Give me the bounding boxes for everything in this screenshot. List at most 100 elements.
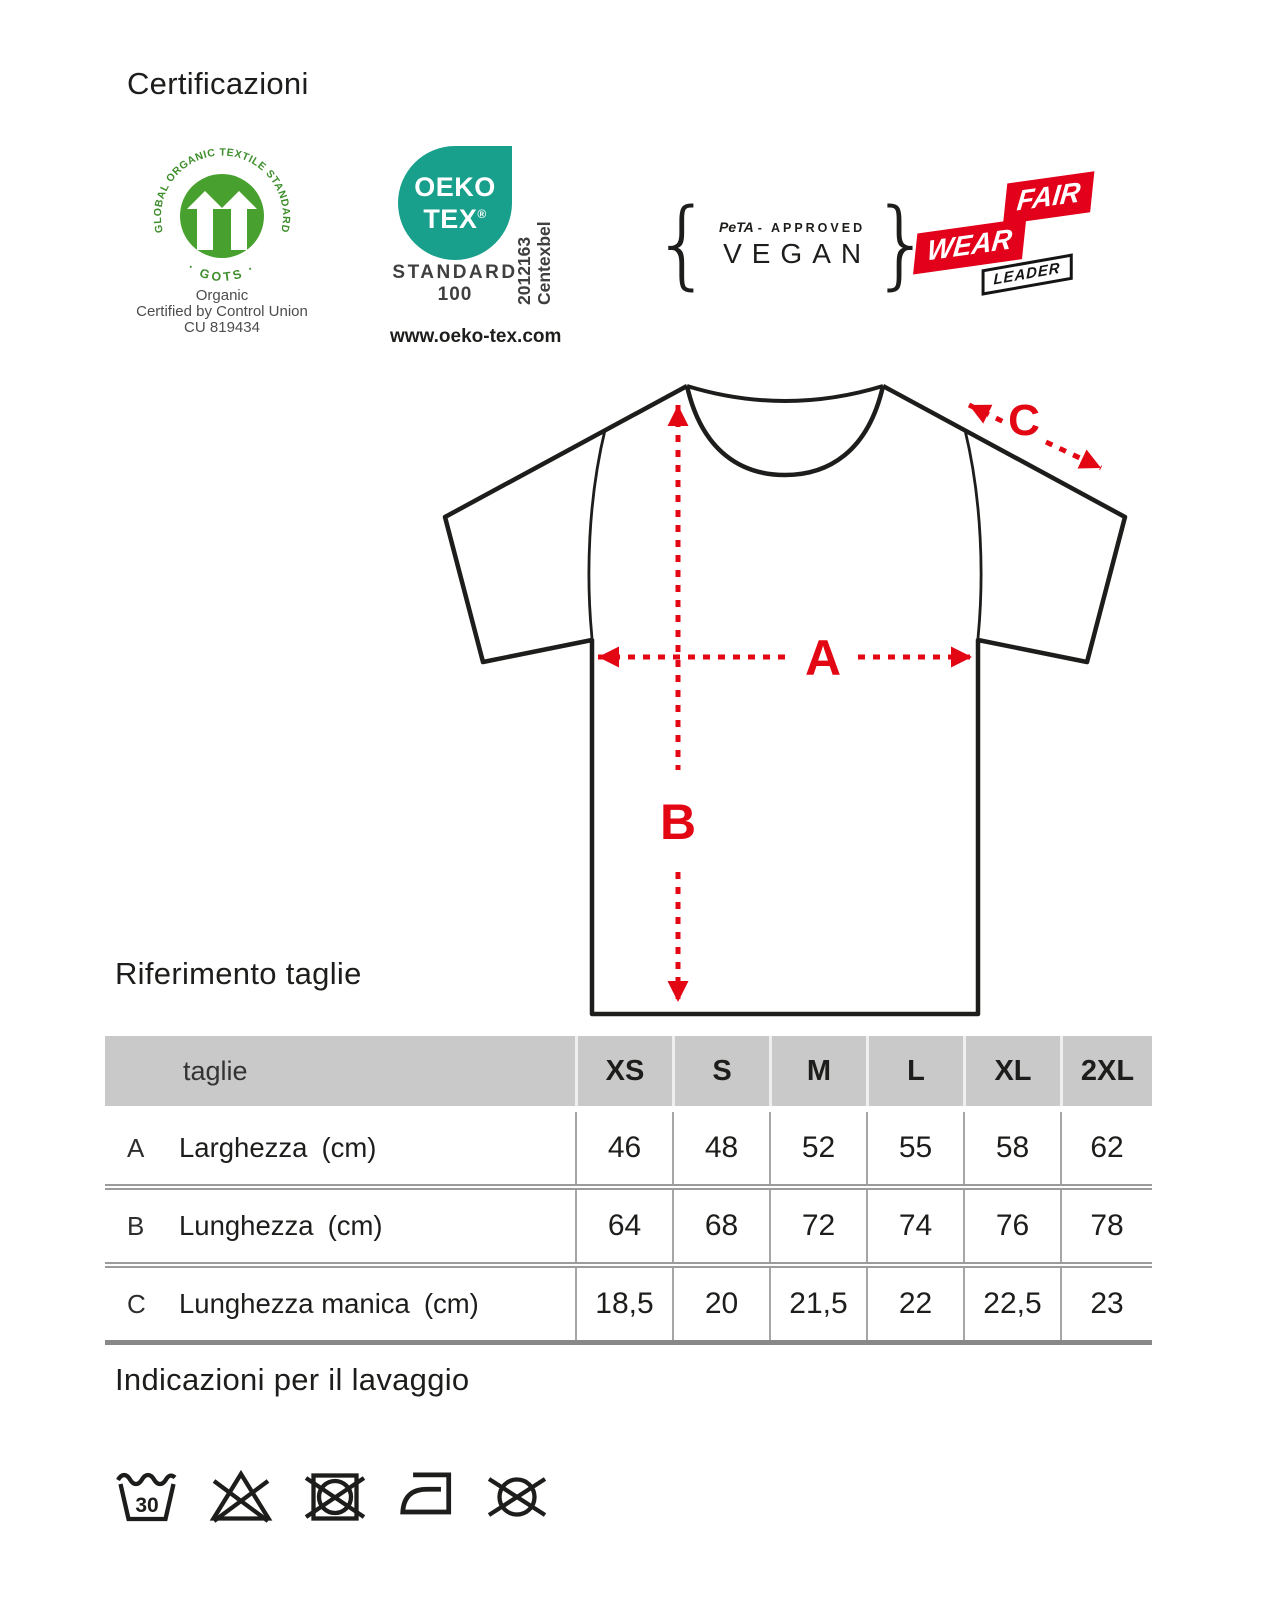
- gots-shirt-right-arrow: [221, 191, 257, 250]
- peta-approved: - APPROVED: [757, 220, 866, 235]
- do-not-dry-clean-icon: [487, 1477, 547, 1517]
- cell-value: 23: [1060, 1268, 1152, 1340]
- measurement-labels: A B C: [660, 396, 1040, 850]
- do-not-tumble-dry-icon: [304, 1473, 366, 1521]
- label-c: C: [1008, 396, 1040, 445]
- label-b: B: [660, 794, 696, 850]
- cell-value: 72: [769, 1190, 866, 1262]
- cell-value: 52: [769, 1112, 866, 1184]
- gots-logo-icon: GLOBAL ORGANIC TEXTILE STANDARD · GOTS ·: [152, 146, 292, 284]
- tshirt-body: [442, 384, 1128, 1017]
- oekotex-logo-icon: OEKO TEX®: [398, 146, 512, 260]
- iron-shape: [400, 1472, 452, 1515]
- wash-tub: [118, 1483, 176, 1522]
- tumble-cross: [304, 1476, 366, 1519]
- gots-ring-text-bottom: · GOTS ·: [185, 260, 258, 284]
- table-row-lunghezza-manica: C Lunghezza manica (cm) 18,5 20 21,5 22 …: [105, 1262, 1152, 1340]
- row-name: Larghezza: [179, 1132, 308, 1163]
- size-table-title: Riferimento taglie: [115, 956, 362, 991]
- cell-value: 22,5: [963, 1268, 1060, 1340]
- wash-30-icon: 30: [116, 1472, 177, 1522]
- oekotex-standard-word: STANDARD: [392, 262, 518, 283]
- row-name: Lunghezza: [179, 1210, 314, 1241]
- bleach-cross: [212, 1479, 270, 1523]
- cell-value: 58: [963, 1112, 1060, 1184]
- gots-caption-line1: Organic: [195, 287, 249, 304]
- wash-temp: 30: [135, 1494, 158, 1517]
- size-table: taglie XS S M L XL 2XL A Larghezza (cm) …: [105, 1036, 1152, 1345]
- registered-mark: ®: [477, 206, 487, 221]
- row-unit: (cm): [321, 1132, 377, 1163]
- label-a: A: [805, 630, 841, 686]
- peta-vegan-logo: { PeTA - APPROVED VEGAN }: [652, 188, 932, 300]
- header-size-s: S: [672, 1036, 769, 1106]
- header-size-m: M: [769, 1036, 866, 1106]
- cell-value: 20: [672, 1268, 769, 1340]
- cell-value: 22: [866, 1268, 963, 1340]
- row-key: A: [127, 1132, 145, 1163]
- peta-brace-left: {: [652, 188, 714, 300]
- gots-caption-line3: CU 819434: [184, 319, 260, 336]
- tshirt-outline: [442, 384, 1128, 1017]
- cell-value: 74: [866, 1190, 963, 1262]
- arrow-c-left: [967, 402, 1008, 426]
- oekotex-institute: Centexbel: [534, 221, 554, 305]
- tshirt-collar-back: [686, 384, 884, 403]
- cell-value: 46: [575, 1112, 672, 1184]
- row-unit: (cm): [327, 1210, 383, 1241]
- measurement-arrows: [598, 402, 1103, 1002]
- bleach-triangle: [209, 1469, 273, 1521]
- header-size-xl: XL: [963, 1036, 1060, 1106]
- row-key: B: [127, 1210, 145, 1241]
- iron-icon: [400, 1472, 452, 1515]
- cell-value: 78: [1060, 1190, 1152, 1262]
- oekotex-word1: OEKO: [414, 171, 496, 202]
- certifications-title: Certificazioni: [127, 66, 309, 101]
- peta-text: PeTA - APPROVED VEGAN: [713, 219, 871, 270]
- header-size-l: L: [866, 1036, 963, 1106]
- oekotex-cert-number: 2012163: [514, 236, 534, 305]
- do-not-bleach-icon: [209, 1469, 273, 1523]
- cell-value: 48: [672, 1112, 769, 1184]
- wash-wave: [116, 1472, 177, 1487]
- tshirt-measurement-diagram: A B C: [442, 384, 1128, 1017]
- table-row-larghezza: A Larghezza (cm) 46 48 52 55 58 62: [105, 1112, 1152, 1184]
- peta-vegan-word: VEGAN: [723, 237, 872, 269]
- oekotex-standard-number: 100: [437, 284, 473, 305]
- row-key: C: [127, 1288, 146, 1319]
- peta-approved-line: PeTA - APPROVED: [719, 219, 865, 235]
- fairwear-fair-box: FAIR: [1002, 171, 1095, 225]
- tshirt-armhole-seam-left: [587, 429, 607, 639]
- gots-circle: [180, 174, 264, 258]
- oekotex-url: www.oeko-tex.com: [390, 326, 562, 347]
- cell-value: 18,5: [575, 1268, 672, 1340]
- header-taglie: taglie: [183, 1055, 248, 1086]
- cell-value: 21,5: [769, 1268, 866, 1340]
- gots-shirt-left-arrow: [187, 191, 223, 250]
- size-table-header: taglie XS S M L XL 2XL: [105, 1036, 1152, 1106]
- gots-caption: Organic Certified by Control Union CU 81…: [112, 288, 332, 336]
- row-name: Lunghezza manica: [179, 1288, 410, 1319]
- row-unit: (cm): [423, 1288, 479, 1319]
- tumble-circle: [316, 1478, 354, 1516]
- tshirt-armhole-seam-right: [963, 429, 983, 639]
- row-label: C Lunghezza manica (cm): [105, 1268, 575, 1340]
- cell-value: 68: [672, 1190, 769, 1262]
- row-label: B Lunghezza (cm): [105, 1190, 575, 1262]
- tumble-square: [311, 1473, 359, 1521]
- cell-value: 76: [963, 1190, 1060, 1262]
- arrow-c-right: [1044, 439, 1103, 471]
- washing-title: Indicazioni per il lavaggio: [115, 1362, 470, 1397]
- dryclean-circle: [497, 1477, 537, 1517]
- row-label: A Larghezza (cm): [105, 1112, 575, 1184]
- cell-value: 55: [866, 1112, 963, 1184]
- dryclean-cross: [487, 1477, 547, 1517]
- oekotex-word2: TEX®: [423, 203, 487, 234]
- cell-value: 64: [575, 1190, 672, 1262]
- header-size-2xl: 2XL: [1060, 1036, 1152, 1106]
- peta-brand: PeTA: [719, 218, 754, 235]
- cell-value: 62: [1060, 1112, 1152, 1184]
- fairwear-logo: FAIR WEAR LEADER: [907, 170, 1122, 322]
- header-size-xs: XS: [575, 1036, 672, 1106]
